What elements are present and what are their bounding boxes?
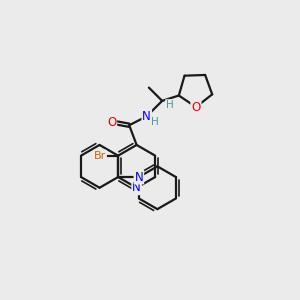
Text: O: O xyxy=(107,116,116,128)
Text: Br: Br xyxy=(94,151,106,160)
Text: H: H xyxy=(166,100,174,110)
Text: N: N xyxy=(142,110,151,123)
Text: H: H xyxy=(151,117,159,127)
Text: N: N xyxy=(134,170,143,184)
Text: O: O xyxy=(191,100,201,113)
Text: N: N xyxy=(132,181,141,194)
